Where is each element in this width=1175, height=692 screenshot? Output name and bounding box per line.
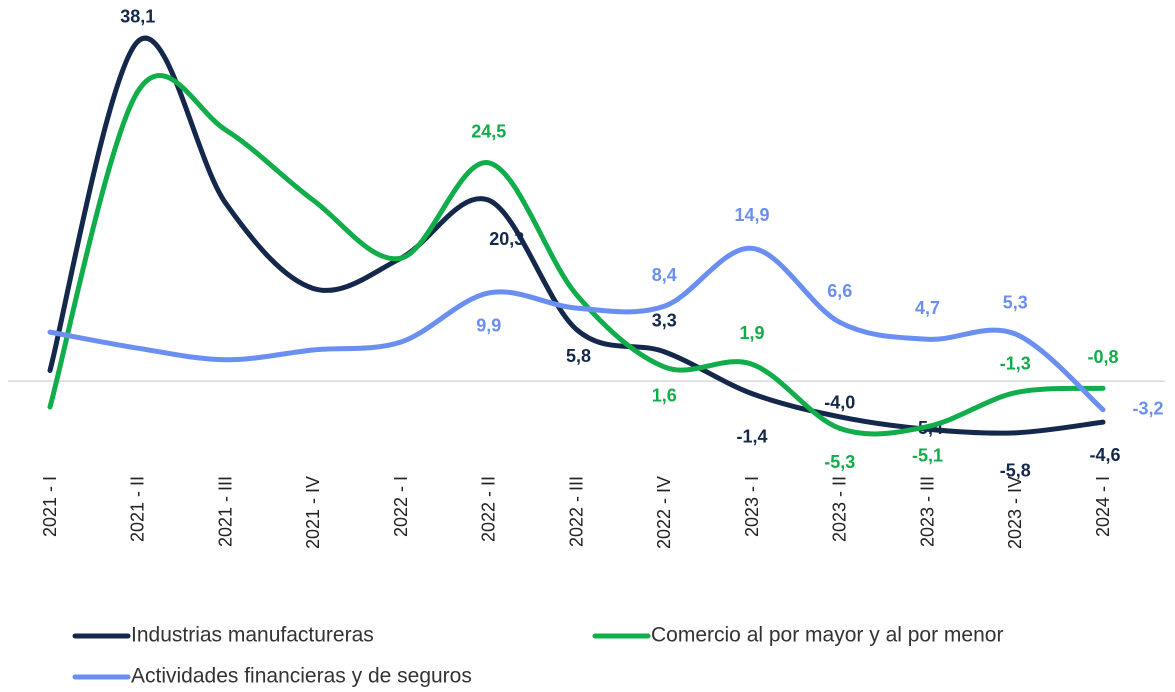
legend-label: Industrias manufactureras — [131, 624, 374, 647]
data-label: 3,3 — [652, 310, 677, 330]
data-label: -1,4 — [736, 426, 767, 446]
x-tick-label: 2023 - II — [830, 476, 850, 542]
x-tick-label: 2024 - I — [1093, 476, 1113, 537]
x-tick-label: 2021 - I — [40, 476, 60, 537]
data-label: 5,8 — [566, 346, 591, 366]
data-label: 38,1 — [120, 6, 155, 26]
data-label: -5,1 — [912, 445, 943, 465]
x-tick-label: 2021 - II — [128, 476, 148, 542]
x-tick-label: 2022 - IV — [654, 476, 674, 549]
series-line — [47, 245, 1106, 413]
x-tick-label: 2022 - I — [391, 476, 411, 537]
data-label: -4,0 — [824, 393, 855, 413]
x-tick-label: 2023 - IV — [1005, 476, 1025, 549]
data-label: 9,9 — [476, 316, 501, 336]
series-line — [47, 35, 1106, 436]
data-label: -0,8 — [1087, 347, 1118, 367]
data-label: 8,4 — [652, 265, 677, 285]
x-tick-label: 2021 - III — [215, 476, 235, 547]
legend-label: Actividades financieras y de seguros — [131, 665, 472, 688]
x-tick-label: 2021 - IV — [303, 476, 323, 549]
x-tick-label: 2022 - II — [479, 476, 499, 542]
x-tick-label: 2022 - III — [566, 476, 586, 547]
data-label: 20,3 — [489, 229, 524, 249]
data-label: -4,6 — [1089, 445, 1120, 465]
data-label: 1,9 — [739, 323, 764, 343]
x-tick-label: 2023 - I — [742, 476, 762, 537]
data-label: 24,5 — [471, 122, 506, 142]
data-label: -3,2 — [1132, 398, 1163, 418]
data-label: -5,8 — [1000, 461, 1031, 481]
data-label: -1,3 — [1000, 353, 1031, 373]
data-label: -5,3 — [824, 452, 855, 472]
data-label: 6,6 — [827, 281, 852, 301]
data-label: 14,9 — [734, 205, 769, 225]
series-line — [47, 73, 1106, 437]
x-tick-label: 2023 - III — [917, 476, 937, 547]
legend-label: Comercio al por mayor y al por menor — [651, 624, 1003, 647]
data-label: 5,3 — [1003, 293, 1028, 313]
data-label: 1,6 — [652, 386, 677, 406]
data-label: 4,7 — [915, 298, 940, 318]
